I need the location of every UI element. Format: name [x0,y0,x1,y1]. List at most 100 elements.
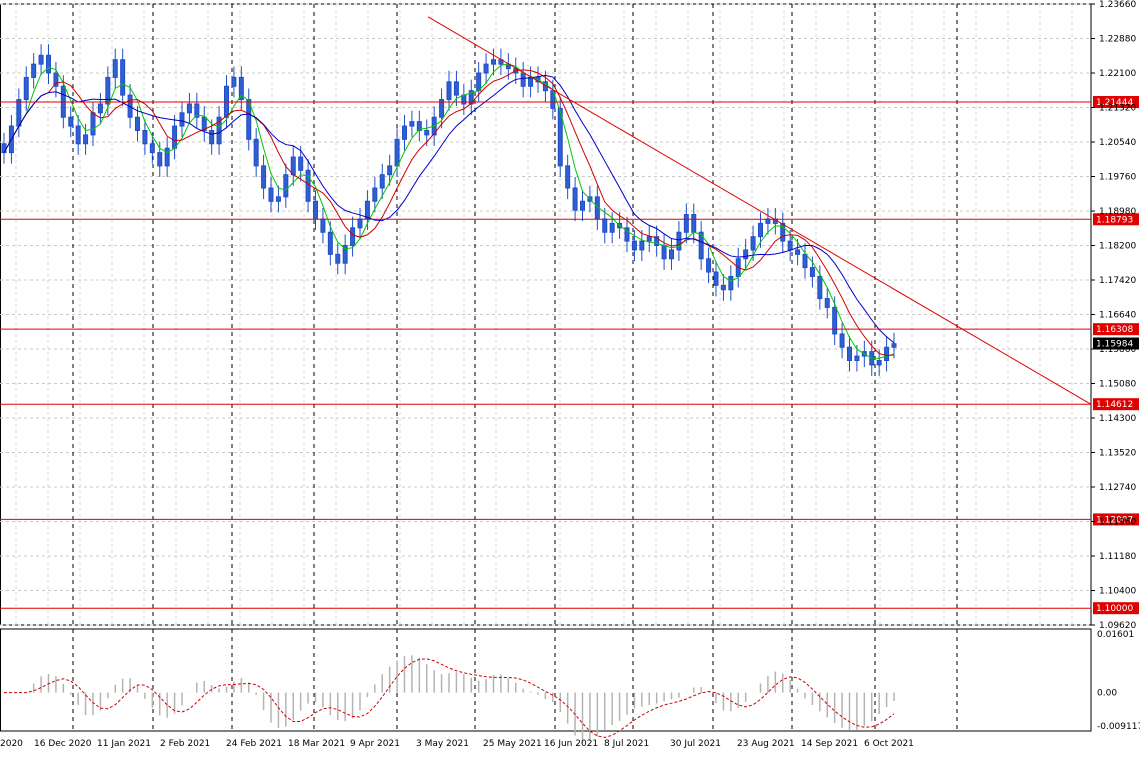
candle-body [75,125,81,145]
date-tick-label: 8 Jul 2021 [604,739,649,749]
candle-body [186,103,192,114]
candle-body [164,147,170,167]
price-tick-label: 1.18980 [1099,207,1136,217]
candle-body [416,121,422,132]
date-tick-label: 6 Oct 2021 [864,739,914,749]
candle-body [23,76,29,101]
candle-body [602,218,608,233]
candle-body [231,76,237,87]
candle-body [839,333,845,348]
candle-body [631,240,637,251]
candle-body [209,130,215,145]
candle-body [706,258,712,273]
date-tick-label: 16 Jun 2021 [544,739,598,749]
ma-slow-line [3,74,895,344]
level-label-box [1093,96,1139,109]
candle-body [135,116,140,131]
candle-body [142,130,148,145]
osc-signal-line [4,658,895,738]
candle-body [424,130,430,136]
candle-body [661,245,667,260]
candle-body [624,227,630,242]
horizontal-levels[interactable]: 1.21444 1.18793 1.16308 1.14612 1.12007 1.100… [0,96,1139,615]
candle-body [557,107,563,167]
candle-body [817,275,823,300]
candle-body [683,214,689,233]
candle-body [350,227,356,247]
trendline[interactable] [427,16,1092,405]
date-tick-label: 3 May 2021 [416,739,469,749]
candle-body [320,218,326,233]
level-label-box [1093,398,1139,411]
candle-body [750,236,756,251]
candle-body [157,152,163,167]
date-tick-label: 24 Feb 2021 [226,739,282,749]
candle-body [609,222,615,233]
candle-body [453,81,459,96]
osc-tick-label: -0.009117 [1097,722,1140,732]
level-label: 1.10000 [1096,604,1133,614]
candle-body [364,200,370,220]
candle-body [357,218,363,229]
candle-body [491,59,496,65]
candle-body [802,253,808,269]
candle-body [83,134,89,145]
candle-body [483,63,489,74]
price-tick-label: 1.20540 [1099,138,1136,148]
level-label: 1.16308 [1096,325,1133,335]
downtrend-line[interactable] [427,16,1092,405]
candle-body [528,76,534,87]
candle-body [38,54,44,65]
candle-body [1,143,7,154]
price-tick-label: 1.17420 [1099,276,1136,286]
ma-fast-line [3,63,895,359]
price-tick-label: 1.22100 [1099,69,1136,79]
candle-body [439,99,445,118]
price-tick-label: 1.10400 [1099,587,1136,597]
price-tick-label: 1.12740 [1099,483,1136,493]
candle-body [275,196,281,202]
price-tick-label: 1.22880 [1099,35,1136,45]
candle-body [809,267,815,277]
candle-body [409,121,415,127]
candle-body [149,143,155,154]
price-tick-label: 1.14300 [1099,414,1136,424]
candle-body [120,59,126,96]
candle-body [261,165,267,189]
price-tick-label: 1.15080 [1099,380,1136,390]
candle-body [387,165,393,176]
date-tick-label: 9 Apr 2021 [350,739,400,749]
candle-body [676,231,682,251]
price-tick-label: 1.11180 [1099,552,1136,562]
candle-body [698,231,704,260]
candle-body [795,249,801,255]
price-tick-label: 1.21320 [1099,104,1136,114]
candle-body [201,116,207,131]
candle-body [780,222,786,242]
ma-mid-line [3,69,895,356]
price-tick-label: 1.23660 [1099,0,1136,10]
candle-body [654,236,660,246]
candle-body [216,116,222,145]
date-tick-label: 14 Sep 2021 [801,739,858,749]
level-label: 1.12007 [1096,515,1133,525]
level-label-box [1093,602,1139,615]
candle-body [446,81,452,101]
candle-body [53,72,59,87]
candle-body [691,214,697,233]
candle-body [253,138,259,167]
candle-body [335,253,341,264]
osc-tick-label: 0.01601 [1097,630,1134,640]
candle-body [97,103,103,114]
date-tick-label: 16 Dec 2020 [34,739,92,749]
level-label-box [1093,213,1139,226]
date-tick-label: 2 Feb 2021 [160,739,210,749]
candle-body [824,298,830,308]
candle-body [669,249,674,260]
date-tick-label: 23 Aug 2021 [737,739,795,749]
candle-body [476,72,482,92]
candle-body [179,112,185,127]
